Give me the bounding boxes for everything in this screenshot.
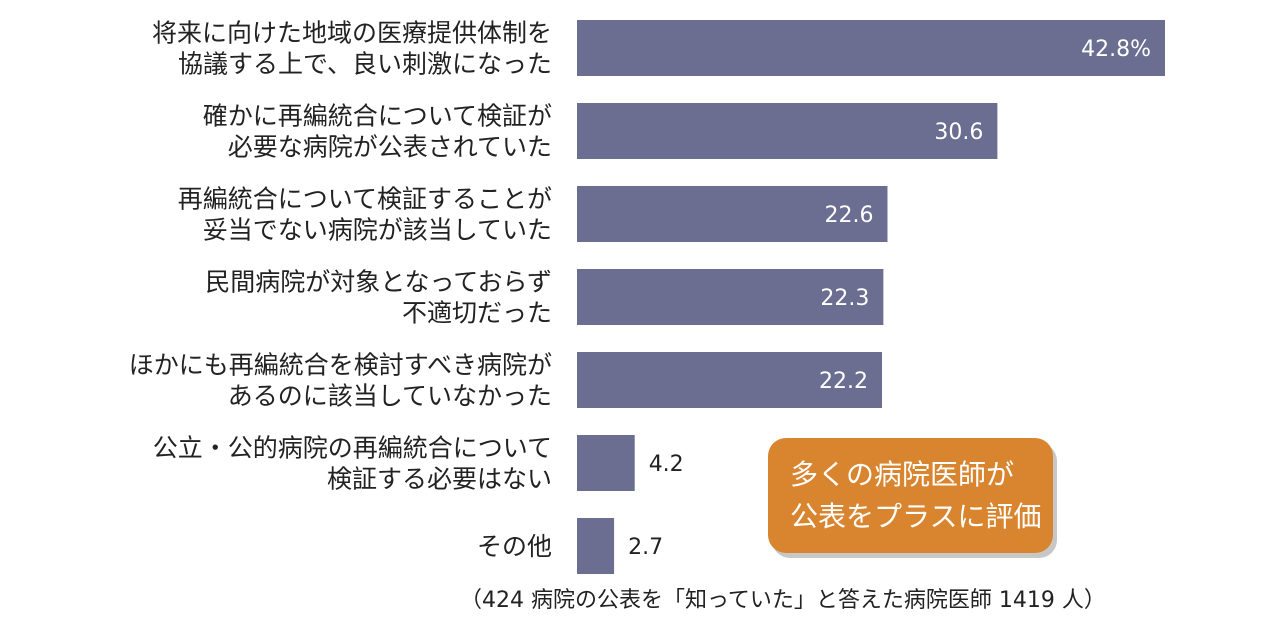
category-label-5-line-2: あるのに該当していなかった — [228, 382, 552, 411]
callout-line-2: 公表をプラスに評価 — [790, 499, 1042, 533]
bar-6 — [577, 435, 635, 491]
category-label-7-line-1: その他 — [477, 532, 552, 561]
category-label-1-line-1: 将来に向けた地域の医療提供体制を — [152, 19, 552, 48]
footnote: （424 病院の公表を「知っていた」と答えた病院医師 1419 人） — [460, 588, 1106, 613]
bar-4 — [577, 269, 884, 325]
value-label-1: 42.8% — [1081, 37, 1151, 62]
category-label-3-line-2: 妥当でない病院が該当していた — [203, 216, 552, 245]
category-label-1-line-2: 協議する上で、良い刺激になった — [178, 50, 552, 79]
bar-7 — [577, 518, 615, 574]
category-label-3-line-1: 再編統合について検証することが — [178, 185, 552, 214]
category-label-5-line-1: ほかにも再編統合を検討すべき病院が — [129, 351, 552, 380]
bar-3 — [577, 186, 888, 242]
callout-line-1: 多くの病院医師が — [790, 457, 1015, 491]
bar-2 — [577, 103, 998, 159]
category-label-2-line-1: 確かに再編統合について検証が — [203, 102, 552, 131]
bar-5 — [577, 352, 882, 408]
value-label-5: 22.2 — [819, 369, 868, 394]
value-label-2: 30.6 — [934, 120, 983, 145]
category-label-6-line-2: 検証する必要はない — [327, 465, 552, 494]
callout-box: 多くの病院医師が 公表をプラスに評価 — [768, 438, 1053, 553]
category-label-4-line-2: 不適切だった — [402, 299, 552, 328]
value-label-7: 2.7 — [628, 535, 663, 560]
category-label-6-line-1: 公立・公的病院の再編統合について — [153, 434, 552, 463]
bar-1 — [577, 20, 1165, 76]
value-label-4: 22.3 — [820, 286, 869, 311]
value-label-6: 4.2 — [649, 452, 684, 477]
value-label-3: 22.6 — [825, 203, 874, 228]
category-label-4-line-1: 民間病院が対象となっておらず — [205, 268, 552, 297]
category-label-2-line-2: 必要な病院が公表されていた — [228, 133, 552, 162]
